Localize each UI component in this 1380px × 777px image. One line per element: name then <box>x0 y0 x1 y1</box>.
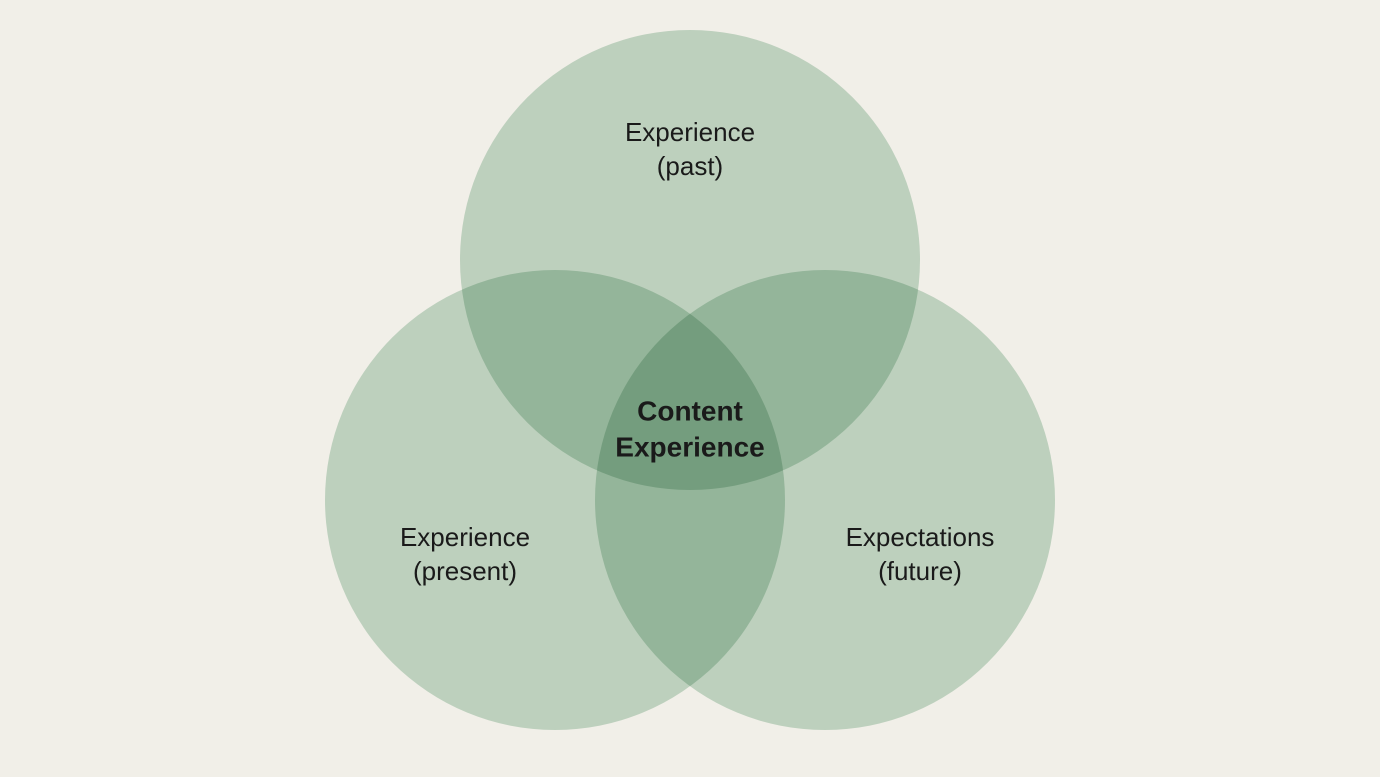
label-bottom-left: Experience (present) <box>400 521 530 589</box>
circle-bottom-right <box>595 270 1055 730</box>
label-bottom-right: Expectations (future) <box>846 521 995 589</box>
label-top: Experience (past) <box>625 116 755 184</box>
label-center: Content Experience <box>615 394 764 467</box>
venn-diagram: Experience (past) Experience (present) E… <box>0 0 1380 777</box>
